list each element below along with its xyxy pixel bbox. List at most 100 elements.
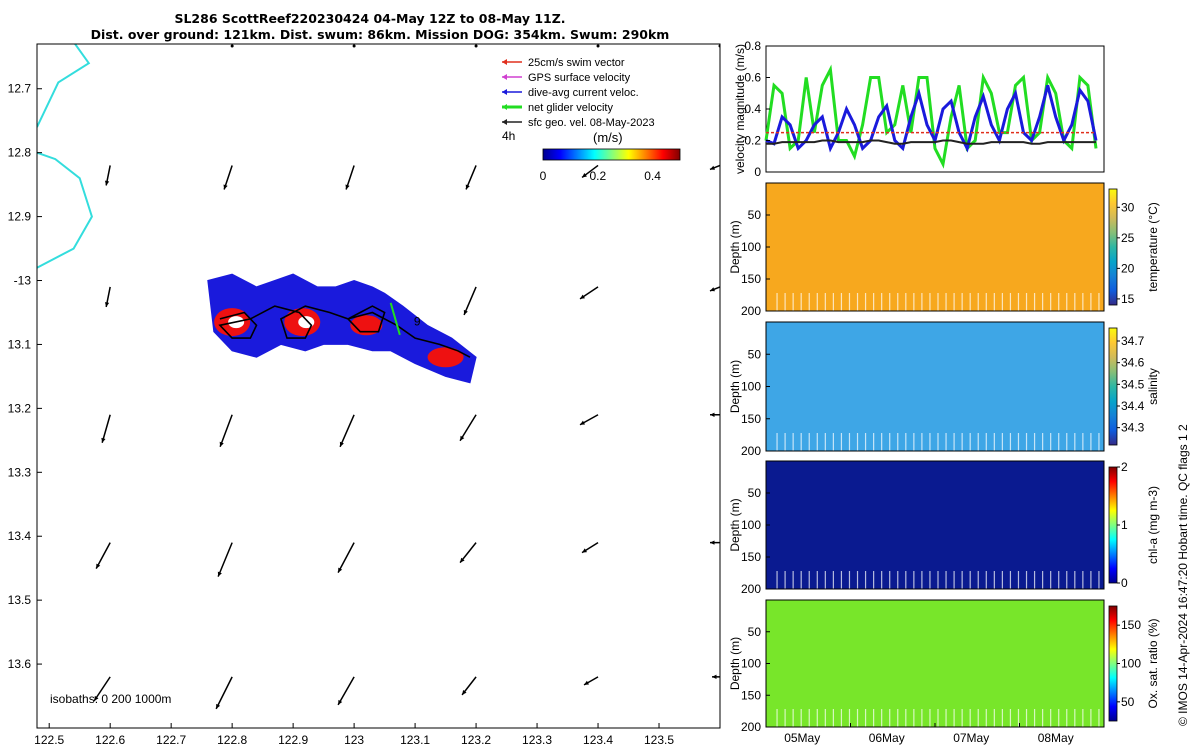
colorbar (1108, 327, 1118, 446)
colorbar-tick-label: 34.6 (1121, 356, 1145, 370)
current-vector-head (710, 540, 715, 545)
current-vector-head (710, 412, 715, 417)
x-tick-label: 122.8 (217, 733, 247, 747)
legend-arrowhead (502, 59, 507, 65)
current-vector-head (463, 309, 468, 315)
glider-track (218, 305, 471, 358)
heatmap-layer (766, 701, 1104, 727)
colorbar-tick-label: 100 (1121, 657, 1141, 671)
colorbar (1108, 466, 1118, 584)
current-vector-head (710, 287, 715, 292)
y-tick-label: 13.5 (8, 593, 32, 607)
colorbar-tick-label: 0 (1121, 576, 1128, 590)
colorbar-tick-label: 30 (1121, 200, 1135, 214)
heatmap-layer (766, 525, 1104, 589)
heatmap-layer (766, 260, 1104, 311)
current-vector (95, 542, 111, 569)
y-tick-label: 12.8 (8, 146, 32, 160)
current-vector-head (223, 184, 228, 190)
current-vector (337, 542, 355, 573)
colorbar-tick-label: 25 (1121, 231, 1135, 245)
x-tick-label: 122.5 (34, 733, 64, 747)
waypoint-label: 9 (414, 314, 421, 328)
heatmap-layer (766, 499, 1104, 589)
current-vector-head (339, 441, 344, 447)
current-vector-head (345, 184, 350, 190)
velocity-axes-frame (765, 45, 1105, 173)
current-vector-head (462, 689, 467, 695)
current-vector (459, 414, 477, 442)
heatmap-layer (766, 689, 1104, 727)
heatmap-layer (766, 512, 1104, 589)
y-tick-label: 13.4 (8, 529, 32, 543)
chart-title: SL286 ScottReef220230424 04-May 12Z to 0… (174, 11, 566, 26)
y-tick-label: 13.3 (8, 465, 32, 479)
current-swath (207, 273, 477, 384)
colorbar-interval: 4h (502, 129, 515, 143)
isobath-line (37, 44, 91, 128)
current-vector-head (712, 674, 717, 680)
current-vector-head (101, 437, 106, 443)
y-tick-label: 12.9 (8, 210, 32, 224)
map-legend: 25cm/s swim vector GPS surface velocity di… (502, 57, 655, 129)
current-vector-head (465, 184, 470, 190)
heatmap-layer (766, 322, 1104, 451)
heatmap-layer (766, 486, 1104, 589)
x-tick-label: 123 (344, 733, 364, 747)
current-vector-head (338, 699, 343, 705)
x-tick-label: 123.4 (583, 733, 613, 747)
legend-label: net glider velocity (528, 102, 613, 114)
current-vector (101, 414, 111, 443)
x-tick-label: 123.2 (461, 733, 491, 747)
colorbar-units: (m/s) (593, 130, 623, 145)
colorbar-tick-label: 34.4 (1121, 399, 1145, 413)
heatmap-layer (766, 348, 1104, 451)
credit-text: © IMOS 14-Apr-2024 16:47:20 Hobart time.… (1176, 424, 1190, 726)
colorbar-tick-label: 34.3 (1121, 421, 1145, 435)
hot-spot (427, 347, 464, 368)
x-tick-label: 123.1 (400, 733, 430, 747)
current-vector-head (104, 180, 110, 186)
heatmap-layer (766, 360, 1104, 451)
edge-marker (596, 44, 600, 48)
colorbar-tick-label: 0 (540, 169, 547, 183)
map-x-axis: 122.5 122.6 122.7 122.8 122.9 123 123.1 123.2 12… (34, 723, 674, 747)
heatmap-layer (766, 663, 1104, 727)
heatmap-layer (766, 208, 1104, 311)
white-spot (298, 316, 315, 329)
current-vector-head (584, 680, 590, 685)
y-tick-label: 12.7 (8, 82, 32, 96)
current-vector-head (217, 571, 222, 577)
colorbar-tick-label: 34.5 (1121, 377, 1145, 391)
y-tick-label: 13.1 (8, 337, 32, 351)
current-vector-head (460, 557, 465, 563)
map-plot-area: 9 (37, 44, 720, 710)
heatmap-axes-frame (765, 460, 1105, 590)
colorbar-tick-label: 34.7 (1121, 334, 1145, 348)
heatmap-layer (766, 399, 1104, 451)
current-vector-head (219, 441, 224, 447)
y-tick-label: 13.6 (8, 657, 32, 671)
heatmap-layer (766, 651, 1104, 727)
x-tick-label: 08May (1038, 731, 1074, 745)
current-vector-head (582, 173, 587, 178)
chart-subtitle: Dist. over ground: 121km. Dist. swum: 86… (90, 27, 670, 42)
series-line-net (764, 64, 1098, 169)
heatmap-layer (766, 538, 1104, 589)
heatmap-layer (766, 272, 1104, 311)
legend-arrowhead (502, 89, 507, 95)
heatmap-layer (766, 373, 1104, 451)
heatmap-layer (766, 247, 1104, 311)
y-tick-label: 13.2 (8, 401, 32, 415)
heatmap-layer (766, 461, 1104, 589)
heatmap-layer (766, 625, 1104, 727)
heatmap-layer (766, 425, 1104, 451)
x-tick-label: 122.6 (95, 733, 125, 747)
current-vector (93, 676, 111, 702)
heatmap-axes-frame (765, 182, 1105, 312)
time-axis: 05May 06May 07May 08May (765, 723, 1074, 745)
heatmap-layer (766, 183, 1104, 311)
